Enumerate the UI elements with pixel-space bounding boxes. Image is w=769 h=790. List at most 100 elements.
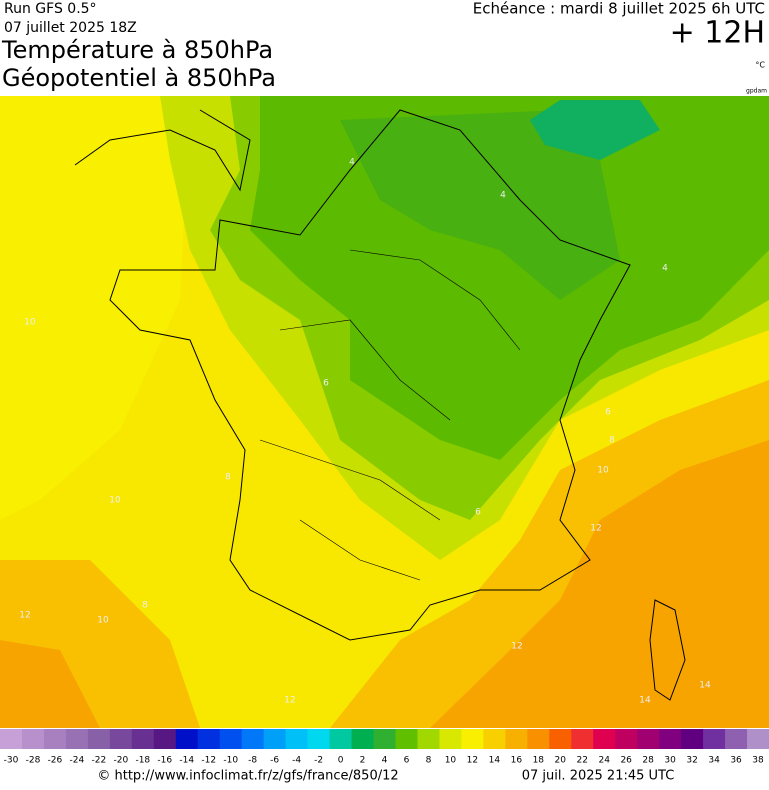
field-teal xyxy=(530,100,660,160)
legend-swatch xyxy=(593,729,616,749)
legend-swatch xyxy=(197,729,221,749)
legend-tick-label: -20 xyxy=(113,756,128,766)
legend-tick-label: 8 xyxy=(426,756,432,766)
contour-label: 8 xyxy=(142,601,148,611)
contour-label: 14 xyxy=(699,681,711,691)
contour-label: 10 xyxy=(24,318,36,328)
legend-swatch xyxy=(263,729,287,749)
department-borders xyxy=(259,249,521,581)
legend-tick-label: 38 xyxy=(752,756,764,766)
legend-swatch xyxy=(329,729,353,749)
lead-time: + 12H xyxy=(670,16,765,51)
legend-tick-label: 16 xyxy=(511,756,523,766)
legend-tick-label: -18 xyxy=(135,756,150,766)
legend-swatch xyxy=(527,729,550,749)
legend-tick-label: 4 xyxy=(382,756,388,766)
unit: °C xyxy=(755,61,765,70)
contour-label: 4 xyxy=(500,191,506,201)
legend-swatch xyxy=(439,729,462,749)
legend-tick-label: -10 xyxy=(223,756,238,766)
legend-tick-label: -4 xyxy=(292,756,301,766)
legend-swatch xyxy=(747,729,769,749)
legend-swatch xyxy=(351,729,375,749)
legend-swatch xyxy=(703,729,726,749)
title-geopotential: Géopotentiel à 850hPa xyxy=(2,64,276,92)
legend-swatch xyxy=(637,729,660,749)
legend-tick-label: -22 xyxy=(92,756,107,766)
contour-label: 10 xyxy=(97,616,109,626)
legend-swatch xyxy=(241,729,265,749)
unit-geopotential: gpdam xyxy=(746,88,767,95)
contour-label: 10 xyxy=(109,496,121,506)
legend-tick-label: -16 xyxy=(157,756,172,766)
legend-swatch xyxy=(21,729,45,749)
legend-swatch xyxy=(549,729,572,749)
field-light-yellow xyxy=(0,96,190,520)
legend-tick-label: 26 xyxy=(620,756,632,766)
legend-tick-label: 12 xyxy=(467,756,478,766)
legend-swatch xyxy=(461,729,484,749)
legend-tick-label: 2 xyxy=(360,756,366,766)
legend-swatch xyxy=(65,729,89,749)
field-orange-southwest xyxy=(0,640,100,728)
legend-tick-label: 20 xyxy=(555,756,567,766)
legend-tick-label: 36 xyxy=(730,756,742,766)
legend-swatch xyxy=(285,729,309,749)
contour-label: 12 xyxy=(19,611,30,621)
legend-tick-label: 22 xyxy=(577,756,588,766)
legend-tick-label: 24 xyxy=(598,756,610,766)
legend-swatch xyxy=(307,729,331,749)
legend-tick-label: 28 xyxy=(642,756,654,766)
timestamp: 07 juil. 2025 21:45 UTC xyxy=(522,769,675,784)
legend-swatch xyxy=(87,729,111,749)
legend-tick-label: 34 xyxy=(708,756,720,766)
legend-tick-label: -12 xyxy=(201,756,216,766)
legend-tick-label: 0 xyxy=(338,756,344,766)
legend-swatch xyxy=(615,729,638,749)
run-date: 07 juillet 2025 18Z xyxy=(4,20,137,36)
legend-swatch xyxy=(725,729,748,749)
england-coast xyxy=(74,109,251,192)
contour-label: 6 xyxy=(605,408,611,418)
field-darkest-green xyxy=(340,110,620,300)
legend-swatch xyxy=(395,729,418,749)
contour-label: 4 xyxy=(349,158,355,168)
legend-swatch xyxy=(505,729,528,749)
legend-swatch xyxy=(153,729,177,749)
contour-label: 12 xyxy=(590,524,601,534)
contour-label: 12 xyxy=(511,642,522,652)
legend-swatch xyxy=(571,729,594,749)
corsica-outline xyxy=(649,599,686,701)
legend-tick-label: -28 xyxy=(26,756,41,766)
legend-tick-label: 30 xyxy=(664,756,676,766)
legend-swatch xyxy=(175,729,199,749)
contour-label: 10 xyxy=(597,466,609,476)
contour-label: 8 xyxy=(225,473,231,483)
run-label: Run GFS 0.5° xyxy=(4,1,97,17)
legend-swatch xyxy=(483,729,506,749)
legend-tick-label: -30 xyxy=(4,756,19,766)
legend-tick-label: 10 xyxy=(445,756,457,766)
color-legend: -30 -28 -26 -24 -22 -20 -18 -16 -14 -12 -10 -8 -6 -4-… xyxy=(0,729,769,766)
legend-swatch xyxy=(0,729,23,749)
contour-label: 6 xyxy=(323,379,329,389)
legend-tick-label: 14 xyxy=(489,756,501,766)
contour-label: 4 xyxy=(662,264,668,274)
legend-tick-label: -14 xyxy=(179,756,194,766)
legend-swatch xyxy=(131,729,155,749)
legend-tick-label: -6 xyxy=(270,756,279,766)
contour-label: 14 xyxy=(639,696,651,706)
legend-swatch xyxy=(417,729,440,749)
map: 4 4 4 6 8 10 12 10 8 10 8 10 12 12 12 14 14 6 6 xyxy=(0,96,769,728)
legend-tick-label: 18 xyxy=(533,756,545,766)
legend-tick-label: -24 xyxy=(70,756,85,766)
echeance: Echéance : mardi 8 juillet 2025 6h UTC xyxy=(473,0,765,18)
legend-swatch xyxy=(659,729,682,749)
contour-label: 12 xyxy=(284,696,295,706)
legend-swatch xyxy=(373,729,396,749)
france-outline xyxy=(109,109,631,641)
contour-label: 6 xyxy=(475,508,481,518)
legend-tick-label: 32 xyxy=(686,756,697,766)
legend-tick-label: 6 xyxy=(404,756,410,766)
